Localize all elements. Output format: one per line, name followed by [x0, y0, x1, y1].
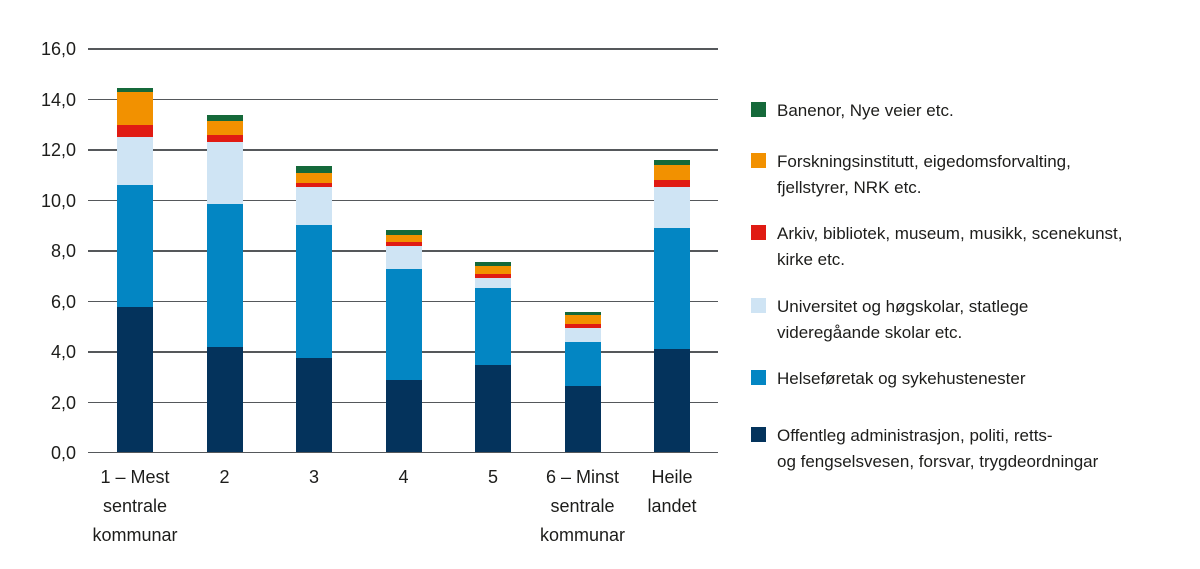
bar-segment: [654, 349, 690, 453]
bar-7: [654, 160, 690, 453]
bar-segment: [385, 268, 422, 380]
bar-segment: [206, 204, 243, 347]
y-tick-label: 16,0: [40, 39, 76, 59]
legend-label: Universitet og høgskolar, statlege vider…: [777, 297, 1029, 342]
x-axis-label: Heile landet: [647, 467, 697, 516]
bar-segment: [206, 114, 243, 121]
gridline: [88, 48, 718, 50]
x-axis-label: 2: [219, 467, 230, 487]
bar-segment: [385, 234, 422, 243]
legend-item: Arkiv, bibliotek, museum, musikk, scenek…: [751, 221, 1191, 273]
bar-segment: [475, 364, 511, 453]
legend-label: Offentleg administrasjon, politi, retts-…: [777, 426, 1099, 471]
x-axis-label: 5: [487, 467, 498, 487]
legend-swatch-icon: [751, 225, 766, 240]
bar-segment: [654, 160, 690, 166]
legend-swatch-icon: [751, 153, 766, 168]
legend-label: Arkiv, bibliotek, museum, musikk, scenek…: [777, 224, 1123, 269]
bar-segment: [475, 277, 511, 288]
bar-3: [296, 166, 332, 453]
bar-segment: [296, 224, 332, 359]
bar-segment: [296, 166, 332, 173]
legend-label: Forskningsinstitutt, eigedomsforvalting,…: [777, 152, 1071, 197]
y-tick-label: 8,0: [50, 241, 76, 261]
legend-label: Banenor, Nye veier etc.: [777, 101, 954, 120]
bar-segment: [475, 262, 511, 267]
y-tick-label: 2,0: [50, 392, 76, 413]
bar-segment: [564, 315, 601, 325]
legend-item: Forskningsinstitutt, eigedomsforvalting,…: [751, 149, 1191, 201]
x-axis-label: 4: [398, 467, 409, 487]
bar-segment: [117, 185, 153, 307]
bar-segment: [475, 287, 511, 365]
bar-segment: [296, 182, 332, 187]
x-axis-label: 3: [308, 467, 319, 487]
legend-item: Banenor, Nye veier etc.: [751, 98, 1191, 124]
bar-segment: [385, 229, 422, 235]
bar-segment: [654, 165, 690, 181]
y-tick-label: 12,0: [40, 140, 76, 160]
bar-segment: [117, 124, 153, 138]
x-axis-label: 1 – Mest sentrale kommunar: [92, 467, 178, 545]
bar-segment: [117, 306, 153, 453]
bar-segment: [564, 328, 601, 342]
bar-4: [385, 229, 422, 453]
bar-segment: [117, 91, 153, 125]
bar-segment: [117, 88, 153, 92]
bar-2: [206, 114, 243, 453]
y-tick-label: 10,0: [40, 190, 76, 211]
plot-area: [88, 48, 718, 453]
y-tick-label: 14,0: [40, 89, 76, 110]
legend-item: Offentleg administrasjon, politi, retts-…: [751, 423, 1191, 475]
y-tick-label: 0,0: [50, 443, 76, 463]
legend-label: Helseføretak og sykehustenester: [777, 369, 1026, 388]
bar-segment: [564, 341, 601, 387]
legend-item: Helseføretak og sykehustenester: [751, 366, 1191, 392]
bar-5: [475, 262, 511, 453]
bar-segment: [385, 245, 422, 269]
gridline: [88, 98, 718, 101]
bar-segment: [475, 273, 511, 278]
bar-segment: [654, 186, 690, 229]
legend-swatch-icon: [751, 427, 766, 442]
bar-segment: [206, 134, 243, 143]
bar-segment: [564, 386, 601, 453]
bar-1: [117, 88, 153, 453]
bar-segment: [206, 142, 243, 205]
bar-segment: [654, 180, 690, 187]
bar-segment: [117, 137, 153, 186]
bar-6: [564, 311, 601, 453]
gridline: [88, 149, 718, 151]
bar-segment: [206, 121, 243, 135]
bar-segment: [296, 358, 332, 453]
x-axis-label: 6 – Minst sentrale kommunar: [539, 467, 626, 545]
y-tick-label: 6,0: [50, 291, 76, 312]
legend-swatch-icon: [751, 370, 766, 385]
bar-segment: [385, 379, 422, 453]
legend-swatch-icon: [751, 298, 766, 313]
bar-segment: [385, 242, 422, 246]
legend-swatch-icon: [751, 102, 766, 117]
bar-segment: [564, 311, 601, 316]
legend: Banenor, Nye veier etc. Forskningsinstitu…: [751, 0, 1200, 569]
bar-segment: [296, 186, 332, 225]
gridline: [88, 199, 718, 202]
x-axis-line: [88, 451, 718, 453]
bar-segment: [654, 228, 690, 350]
bar-segment: [296, 172, 332, 183]
bar-segment: [564, 324, 601, 329]
legend-item: Universitet og høgskolar, statlege vider…: [751, 294, 1191, 346]
bar-segment: [475, 266, 511, 274]
y-tick-label: 4,0: [50, 342, 76, 362]
bar-segment: [206, 346, 243, 453]
